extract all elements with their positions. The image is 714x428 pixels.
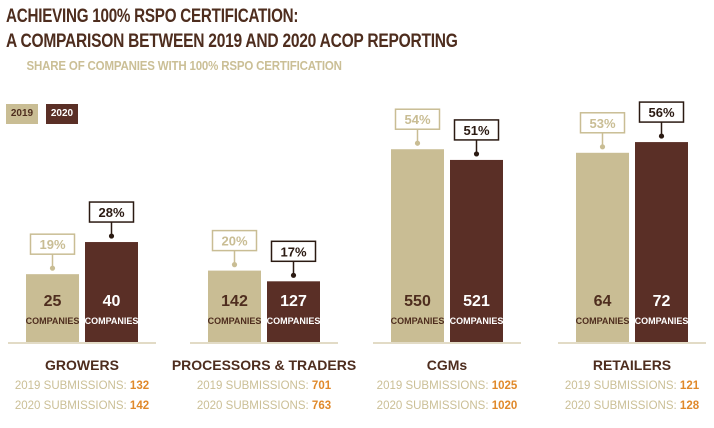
bar-unit-label-2020-1: COMPANIES [267,316,321,326]
chart-subtitle: SHARE OF COMPANIES WITH 100% RSPO CERTIF… [26,58,342,73]
submissions-2019-2: 2019 SUBMISSIONS: 1025 [377,380,518,392]
submissions-2020-3: 2020 SUBMISSIONS: 128 [565,400,700,412]
callout-box-2020-0 [88,201,135,223]
submissions-2019-3: 2019 SUBMISSIONS: 121 [565,380,700,392]
percent-label-2019-1: 20% [221,234,247,249]
submissions-2019-0: 2019 SUBMISSIONS: 132 [15,380,149,392]
percent-label-2020-1: 17% [280,244,306,259]
submissions-2019-1: 2019 SUBMISSIONS: 701 [197,380,332,392]
legend-2020: 2020 [46,104,78,124]
percent-label-2019-2: 54% [404,112,430,127]
bar-unit-label-2020-3: COMPANIES [635,316,689,326]
callout-box-2020-3 [638,101,685,123]
bar-unit-label-2020-2: COMPANIES [450,316,504,326]
callout-dot-2020-1 [290,272,297,278]
bar-2019-0 [26,274,79,342]
submissions-2020-0: 2020 SUBMISSIONS: 142 [15,400,149,412]
callout-box-2019-1 [211,229,258,252]
percent-label-2020-0: 28% [98,205,124,220]
percent-label-2019-0: 19% [39,237,65,252]
callout-dot-2019-0 [49,265,56,271]
bar-count-2020-2: 521 [463,293,490,310]
submissions-2020-1: 2020 SUBMISSIONS: 763 [197,400,331,412]
chart-title-line1: ACHIEVING 100% RSPO CERTIFICATION: [6,6,299,27]
percent-label-2020-2: 51% [463,123,489,138]
callout-box-2020-1 [270,240,317,263]
callout-dot-2020-0 [108,233,115,239]
bar-unit-label-2019-0: COMPANIES [26,316,80,326]
bar-2020-1 [267,281,320,342]
bar-unit-label-2019-2: COMPANIES [391,316,445,326]
bar-2019-3 [576,152,629,342]
callout-dot-2019-1 [231,262,238,268]
callout-dot-2020-3 [658,133,665,139]
bar-2019-1 [208,270,261,342]
callout-dot-2019-2 [414,140,421,146]
bar-2019-2 [391,149,444,342]
bar-count-2019-3: 64 [594,293,612,310]
callout-box-2019-3 [579,112,626,134]
bar-unit-label-2019-3: COMPANIES [576,316,630,326]
bar-count-2020-3: 72 [653,293,671,310]
bar-unit-label-2019-1: COMPANIES [208,316,262,326]
bar-count-2019-2: 550 [404,293,431,310]
callout-dot-2020-2 [473,151,480,157]
bar-count-2020-0: 40 [103,293,121,310]
category-label-1: PROCESSORS & TRADERS [172,357,356,373]
callout-box-2020-2 [453,119,500,141]
bar-2020-0 [85,242,138,342]
callout-dot-2019-3 [599,144,606,150]
category-label-2: CGMs [427,357,468,373]
category-label-0: GROWERS [45,357,119,373]
category-label-3: RETAILERS [593,357,671,373]
callout-box-2019-0 [29,233,76,255]
bar-2020-2 [450,159,503,342]
callout-box-2019-2 [394,108,441,130]
bar-2020-3 [635,142,688,342]
bar-unit-label-2020-0: COMPANIES [85,316,139,326]
submissions-2020-2: 2020 SUBMISSIONS: 1020 [377,400,518,412]
chart-title-line2: A COMPARISON BETWEEN 2019 AND 2020 ACOP … [6,31,458,52]
bar-count-2019-1: 142 [221,293,248,310]
bar-count-2019-0: 25 [44,293,62,310]
bar-count-2020-1: 127 [280,293,307,310]
percent-label-2020-3: 56% [648,105,674,120]
legend-2019: 2019 [6,104,38,124]
percent-label-2019-3: 53% [589,116,615,131]
